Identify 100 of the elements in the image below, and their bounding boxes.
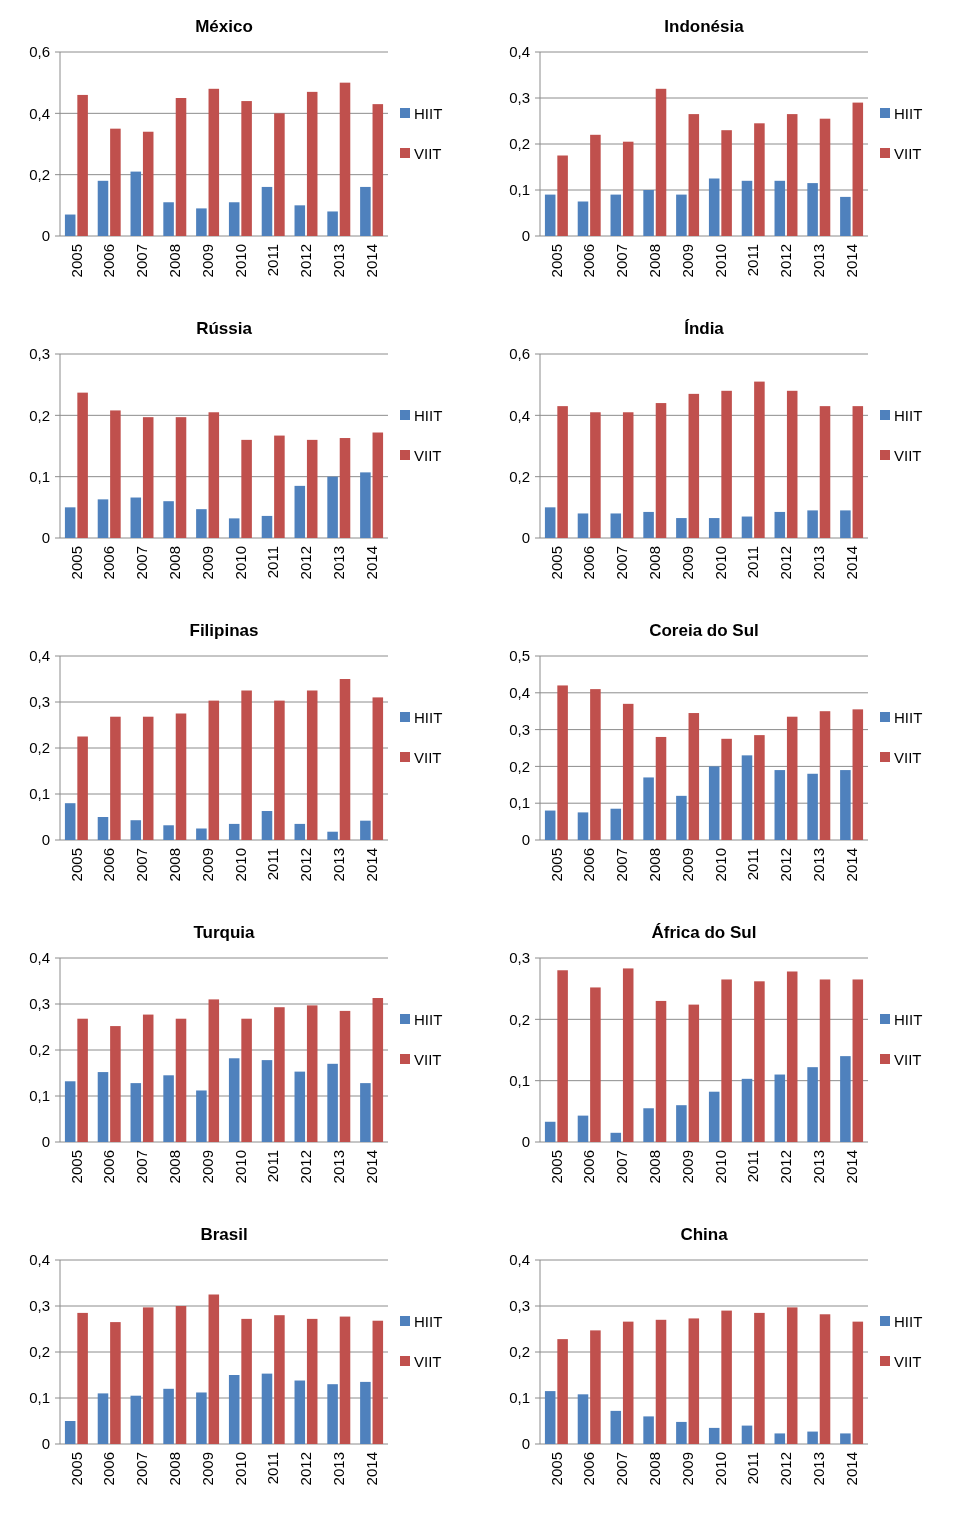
bar <box>655 1319 667 1444</box>
x-tick-label: 2013 <box>810 546 828 580</box>
y-tick-label: 0,6 <box>509 345 530 363</box>
y-tick-label: 0 <box>521 831 530 849</box>
chart-title: Índia <box>684 319 725 338</box>
bar <box>721 979 732 1142</box>
chart-title: México <box>195 17 253 36</box>
bar <box>852 979 864 1142</box>
bar <box>274 1315 285 1444</box>
bar <box>228 518 240 538</box>
legend-label: HIIT <box>414 1313 443 1331</box>
bar <box>708 178 720 236</box>
chart-title: África do Sul <box>651 923 757 942</box>
x-tick-label: 2006 <box>100 546 118 580</box>
y-tick-label: 0,3 <box>29 995 50 1013</box>
x-tick-label: 2010 <box>231 244 249 278</box>
legend-label: VIIT <box>894 1353 922 1371</box>
chart-title: Turquia <box>193 923 256 942</box>
x-tick-label: 2008 <box>166 1452 184 1486</box>
bar <box>774 511 786 538</box>
bar <box>110 716 121 840</box>
bar <box>64 1081 76 1142</box>
bar <box>97 180 109 236</box>
x-tick-label: 2005 <box>547 1452 565 1486</box>
x-tick-label: 2012 <box>297 1150 315 1184</box>
x-tick-label: 2008 <box>646 848 664 882</box>
chart-title: Indonésia <box>664 17 745 36</box>
y-tick-label: 0,2 <box>509 1010 530 1028</box>
x-tick-label: 2011 <box>264 848 282 881</box>
bar <box>676 1105 687 1142</box>
bar <box>708 1427 720 1444</box>
x-tick-label: 2008 <box>166 546 184 580</box>
bar <box>676 1421 687 1444</box>
legend-label: VIIT <box>414 1353 442 1371</box>
bar <box>643 1416 654 1444</box>
bar <box>175 713 187 840</box>
bar <box>274 435 285 538</box>
bar <box>241 439 252 538</box>
bar <box>274 113 285 236</box>
bar <box>688 393 700 538</box>
bar <box>852 102 864 236</box>
bar <box>97 817 109 840</box>
bar <box>721 130 732 236</box>
bar <box>688 1318 700 1444</box>
bar <box>372 104 384 236</box>
bar <box>688 713 700 840</box>
bar <box>786 716 798 840</box>
x-tick-label: 2013 <box>330 1150 348 1184</box>
bar <box>130 1083 142 1142</box>
x-tick-label: 2005 <box>67 546 85 580</box>
bar <box>339 1316 351 1444</box>
bar <box>130 171 142 236</box>
y-tick-label: 0,4 <box>29 949 50 967</box>
x-tick-label: 2008 <box>166 848 184 882</box>
legend-label: HIIT <box>894 709 923 727</box>
y-tick-label: 0,4 <box>509 1251 530 1269</box>
bar <box>64 803 76 840</box>
x-tick-label: 2012 <box>777 848 795 882</box>
x-tick-label: 2006 <box>100 1150 118 1184</box>
x-tick-label: 2013 <box>810 1452 828 1486</box>
bar <box>208 88 220 236</box>
bar <box>840 1056 851 1142</box>
bar <box>327 476 338 538</box>
bar <box>130 1395 142 1444</box>
bar <box>577 1394 589 1444</box>
x-tick-label: 2014 <box>842 1452 860 1486</box>
x-tick-label: 2014 <box>362 1150 380 1184</box>
bar <box>294 485 306 538</box>
bar <box>110 1026 121 1142</box>
bar <box>852 709 864 840</box>
legend-label: HIIT <box>414 407 443 425</box>
y-tick-label: 0,3 <box>29 1297 50 1315</box>
bar <box>577 812 589 840</box>
bar <box>676 795 687 840</box>
bar <box>77 94 88 236</box>
x-tick-label: 2005 <box>67 848 85 882</box>
legend-label: HIIT <box>414 709 443 727</box>
x-tick-label: 2014 <box>842 848 860 882</box>
x-tick-label: 2008 <box>646 1150 664 1184</box>
bar <box>819 1314 831 1444</box>
bar <box>208 412 220 538</box>
x-tick-label: 2006 <box>100 848 118 882</box>
bar <box>754 123 765 236</box>
bar <box>64 1421 76 1444</box>
x-tick-label: 2014 <box>842 244 860 278</box>
y-tick-label: 0,2 <box>29 739 50 757</box>
bar <box>327 831 338 840</box>
legend-label: HIIT <box>894 407 923 425</box>
bar <box>721 390 732 538</box>
x-tick-label: 2010 <box>231 848 249 882</box>
y-tick-label: 0 <box>521 529 530 547</box>
y-tick-label: 0,3 <box>509 89 530 107</box>
bar <box>721 738 732 840</box>
x-tick-label: 2013 <box>810 848 828 882</box>
x-tick-label: 2007 <box>613 546 631 580</box>
bar <box>339 82 351 236</box>
bar <box>97 499 109 538</box>
bar <box>110 128 121 236</box>
bar <box>786 1307 798 1444</box>
bar <box>643 511 654 538</box>
